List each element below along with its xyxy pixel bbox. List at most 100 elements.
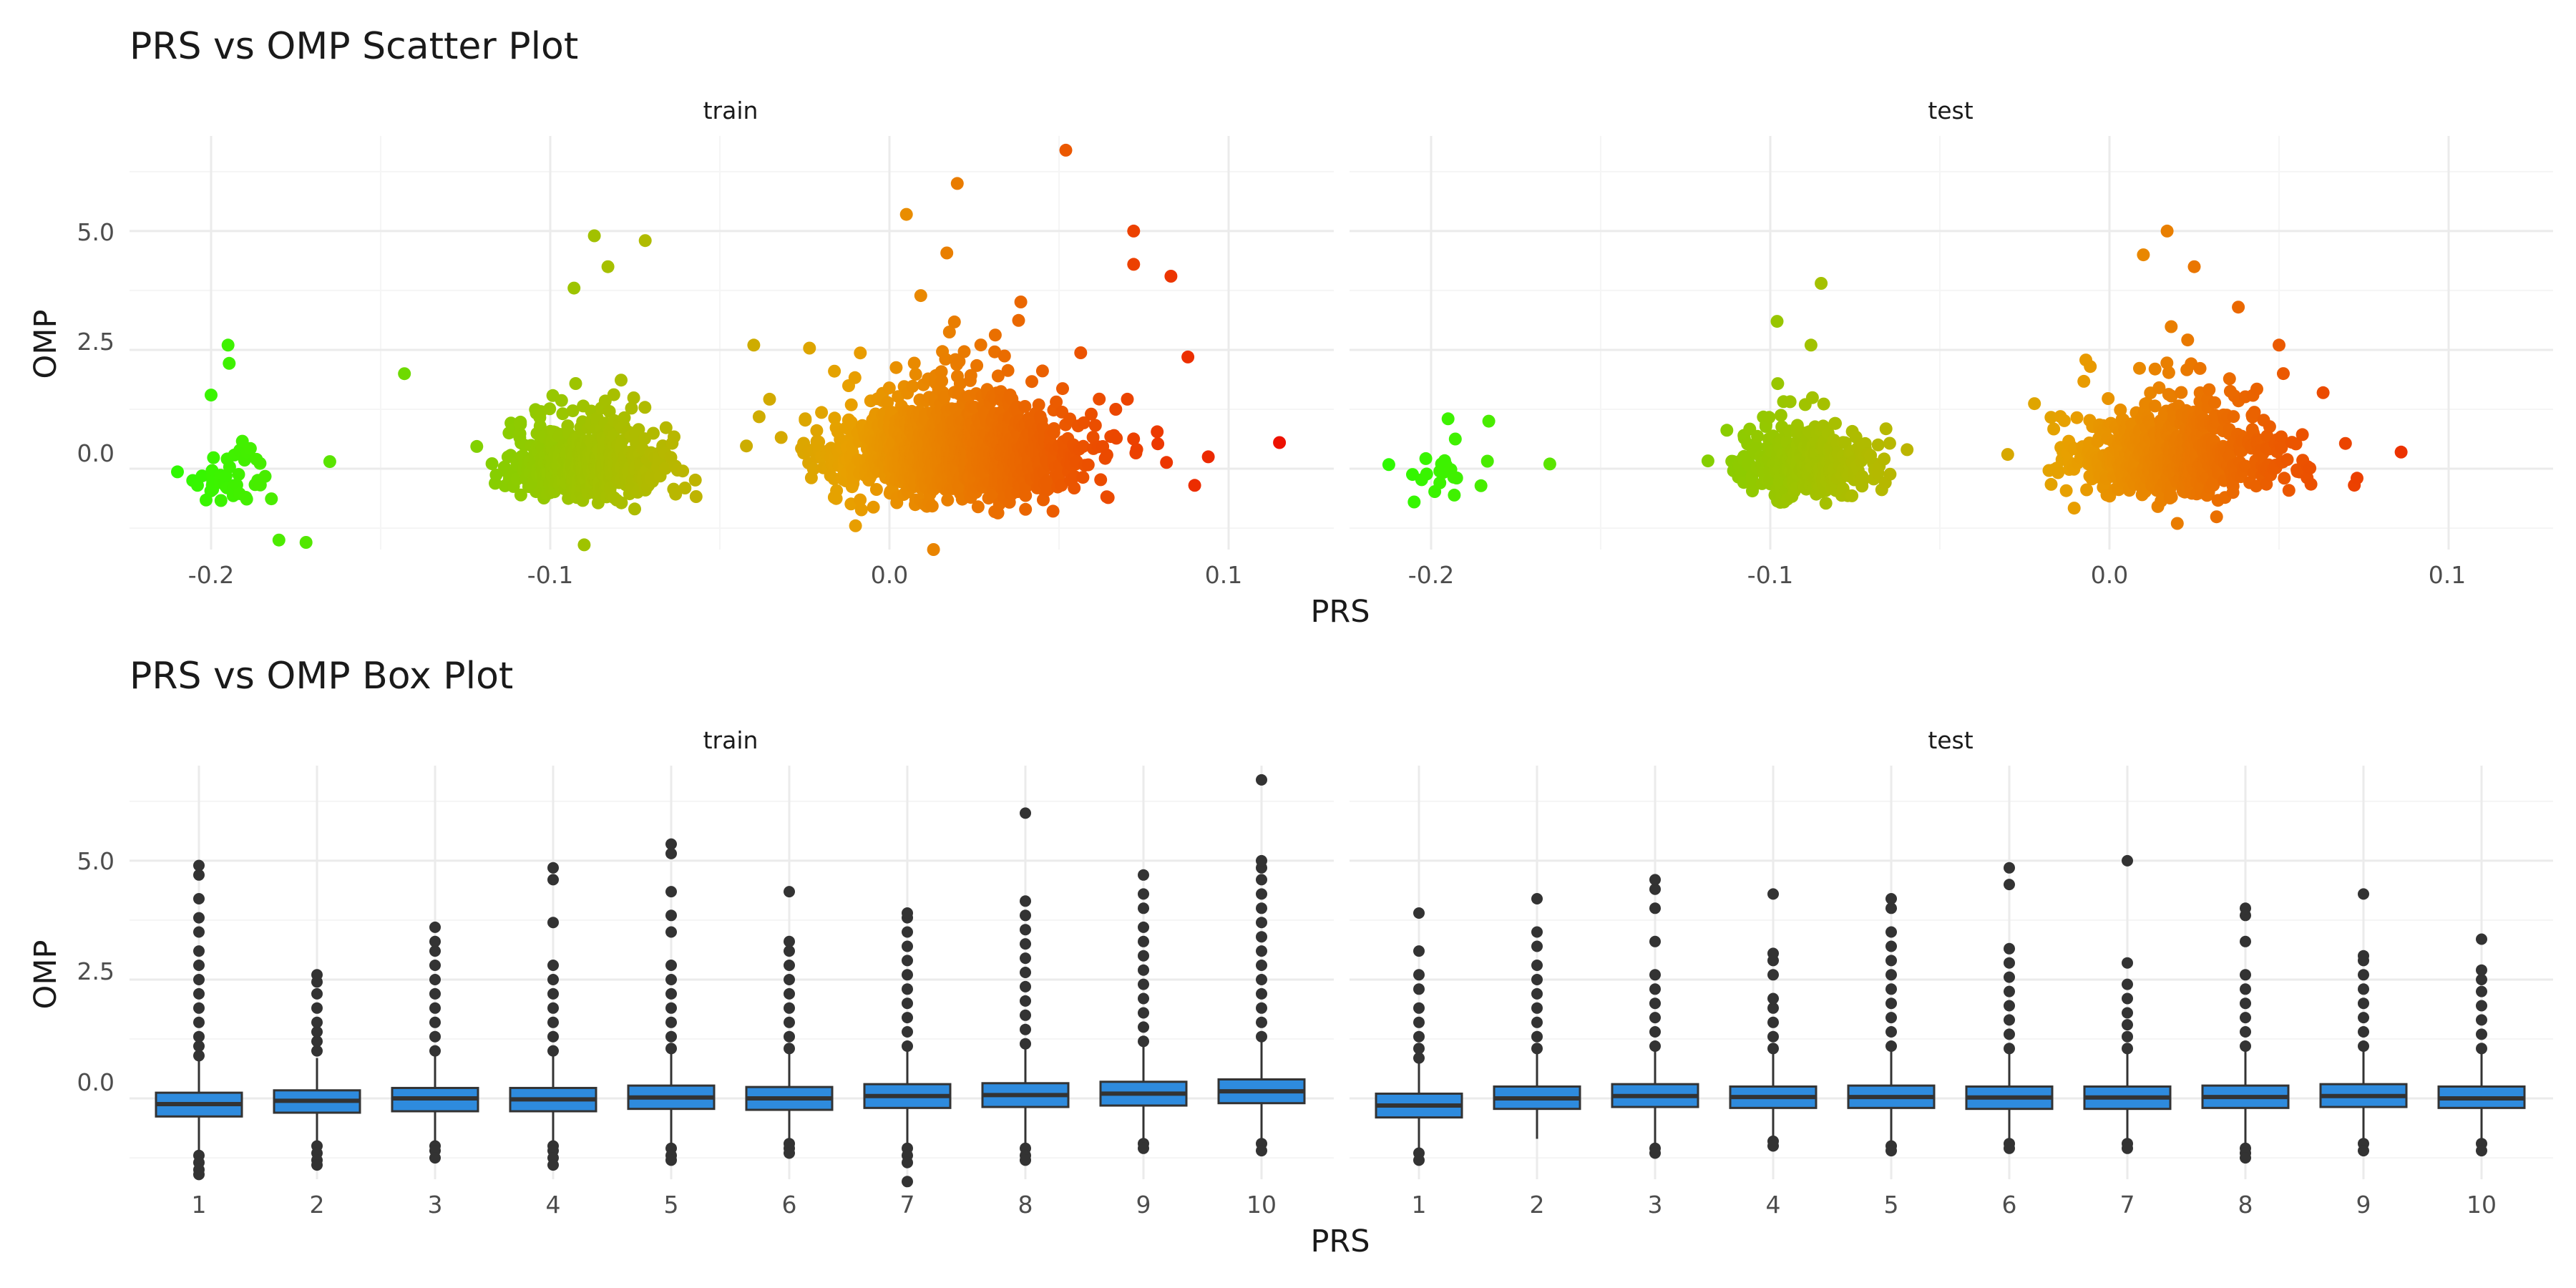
- box-4: [509, 862, 597, 1171]
- outlier-point: [547, 1030, 559, 1043]
- scatter-point: [991, 369, 1005, 383]
- scatter-point: [914, 289, 927, 303]
- outlier-point: [1138, 1035, 1149, 1048]
- scatter-point: [925, 499, 939, 513]
- outlier-point: [2004, 957, 2015, 969]
- scatter-strip-train: train: [703, 97, 758, 125]
- outlier-point: [1256, 902, 1267, 914]
- outlier-point: [1256, 917, 1267, 929]
- scatter-point: [587, 229, 601, 243]
- scatter-point: [1127, 224, 1141, 238]
- scatter-point: [2202, 383, 2216, 396]
- scatter-point: [1093, 392, 1106, 406]
- scatter-point: [2080, 483, 2094, 497]
- outlier-point: [1767, 1030, 1779, 1043]
- scatter-point: [774, 431, 788, 444]
- outlier-point: [1138, 978, 1149, 990]
- scatter-point: [1701, 454, 1714, 468]
- outlier-point: [1885, 969, 1897, 981]
- x-tick-label: 4: [546, 1191, 561, 1219]
- scatter-point: [1094, 473, 1108, 487]
- box-6: [1965, 862, 2054, 1154]
- outlier-point: [547, 874, 559, 886]
- scatter-point: [1201, 450, 1215, 464]
- scatter-point: [2084, 360, 2097, 374]
- outlier-point: [1413, 969, 1425, 981]
- scatter-point: [1448, 432, 1462, 446]
- outlier-point: [902, 983, 913, 995]
- scatter-point: [957, 345, 971, 358]
- scatter-point: [2210, 510, 2223, 524]
- outlier-point: [1413, 1016, 1425, 1028]
- box-test-grid: [1350, 766, 2553, 1179]
- scatter-point: [2070, 411, 2084, 424]
- scatter-point: [939, 352, 952, 366]
- x-tick-label: 0.1: [1205, 561, 1242, 589]
- outlier-point: [1531, 1043, 1543, 1055]
- scatter-point: [1164, 270, 1178, 283]
- outlier-point: [1138, 1142, 1149, 1154]
- outlier-point: [1256, 874, 1267, 886]
- scatter-point: [1751, 429, 1765, 443]
- scatter-point: [555, 394, 568, 407]
- box-chart: PRS vs OMP Box Plot train 1 2 3 4 5 6 7 8 9 10 0.…: [28, 655, 2553, 1259]
- scatter-point: [882, 381, 896, 395]
- scatter-point: [1047, 422, 1060, 435]
- outlier-point: [2004, 1000, 2015, 1012]
- outlier-point: [429, 1016, 441, 1028]
- outlier-point: [1649, 1012, 1661, 1024]
- scatter-point: [2278, 472, 2291, 485]
- scatter-point: [1059, 143, 1073, 157]
- scatter-train-y-ticks: 0.0 2.5 5.0: [77, 218, 114, 467]
- outlier-point: [784, 987, 795, 1000]
- scatter-test-grid: [1350, 136, 2553, 550]
- scatter-point: [659, 462, 673, 475]
- outlier-point: [665, 1043, 677, 1055]
- outlier-point: [2358, 1026, 2369, 1038]
- scatter-point: [2316, 386, 2330, 399]
- outlier-point: [2240, 935, 2251, 947]
- box-1: [1375, 907, 1463, 1166]
- outlier-point: [1767, 992, 1779, 1005]
- scatter-point: [647, 426, 660, 440]
- outlier-point: [902, 1156, 913, 1169]
- scatter-point: [799, 412, 812, 426]
- x-tick-label: 1: [192, 1191, 207, 1219]
- scatter-point: [1420, 467, 1433, 481]
- outlier-point: [2122, 957, 2133, 969]
- outlier-point: [1767, 888, 1779, 900]
- outlier-point: [1885, 955, 1897, 967]
- outlier-point: [311, 1002, 323, 1014]
- outlier-point: [665, 1030, 677, 1043]
- outlier-point: [1020, 807, 1031, 819]
- outlier-point: [1138, 992, 1149, 1005]
- outlier-point: [1413, 1002, 1425, 1014]
- scatter-point: [2282, 484, 2296, 497]
- scatter-point: [240, 492, 253, 506]
- x-tick-label: -0.2: [188, 561, 234, 589]
- scatter-point: [1407, 495, 1421, 509]
- x-tick-label: -0.1: [527, 561, 573, 589]
- outlier-point: [547, 974, 559, 985]
- outlier-point: [2122, 1043, 2133, 1055]
- scatter-point: [1474, 479, 1488, 492]
- scatter-point: [1018, 400, 1032, 413]
- scatter-point: [899, 208, 913, 221]
- scatter-point: [2280, 453, 2294, 467]
- scatter-point: [632, 423, 645, 436]
- outlier-point: [1649, 983, 1661, 995]
- scatter-point: [2223, 372, 2236, 386]
- scatter-point: [265, 492, 278, 506]
- scatter-point: [1783, 395, 1797, 409]
- scatter-point: [607, 388, 620, 401]
- box-x-axis-title: PRS: [1310, 1224, 1370, 1259]
- outlier-point: [1256, 987, 1267, 1000]
- outlier-point: [1256, 1002, 1267, 1014]
- box-train-grid: [130, 766, 1334, 1179]
- outlier-point: [2358, 997, 2369, 1010]
- box-train-x-ticks: 1 2 3 4 5 6 7 8 9 10: [192, 1191, 1277, 1219]
- x-tick-label: 8: [1018, 1191, 1033, 1219]
- scatter-point: [195, 469, 209, 483]
- y-tick-label: 5.0: [77, 847, 114, 875]
